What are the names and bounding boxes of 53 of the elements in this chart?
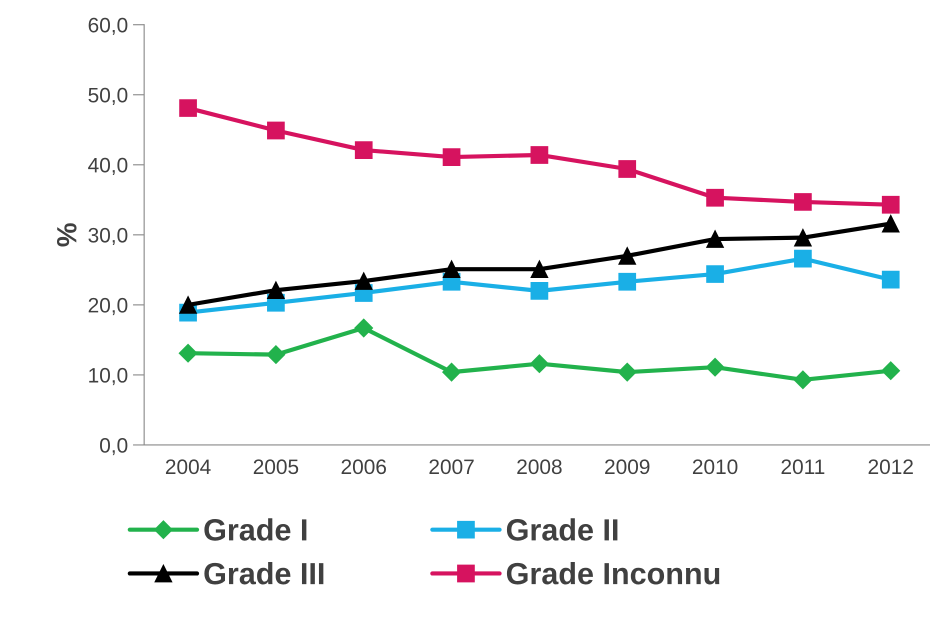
y-axis-title: % [56,223,77,246]
point [267,281,285,300]
x-tick-label: 2004 [166,459,211,474]
x-tick-label: 2010 [692,459,738,474]
y-tick-label: 50,0 [88,88,128,105]
legend-label: Grade I [204,518,306,541]
x-tick-label: 2012 [868,459,913,474]
point [179,296,197,314]
point [881,361,900,380]
point [618,362,637,382]
point [178,344,198,363]
y-tick-label: 10,0 [89,368,128,386]
point [794,250,812,268]
point [442,260,460,278]
point [618,160,636,178]
point [706,230,724,248]
point [266,345,286,364]
x-tick-label: 2009 [605,459,650,474]
point [794,193,812,211]
point [354,272,373,290]
point [618,272,636,291]
y-tick-label: 60,0 [88,18,128,35]
point [794,370,812,390]
legend-label: Grade III [204,562,324,584]
x-tick-label: 2008 [517,459,562,474]
point [706,265,724,283]
point [882,270,900,289]
x-tick-label: 2011 [782,459,824,474]
point [706,358,724,377]
point [354,141,373,159]
x-tick-label: 2006 [342,459,386,474]
point [267,122,285,140]
point [706,188,724,207]
legend-label: Grade Inconnu [506,562,720,584]
point [179,99,197,117]
point [530,354,549,374]
point [354,318,374,338]
point [618,247,636,265]
y-tick-label: 20,0 [88,298,128,316]
point [882,214,900,232]
x-tick-label: 2005 [254,459,298,474]
point [442,362,461,382]
y-tick-label: 30,0 [88,228,128,246]
point [442,148,460,166]
point [882,196,900,214]
x-tick-label: 2007 [429,459,474,474]
legend-label: Grade II [506,518,618,541]
point [530,282,548,300]
y-tick-label: 0,0 [100,438,128,456]
point [530,260,548,278]
point [530,146,548,164]
y-tick-label: 40,0 [88,158,128,176]
point [794,228,812,246]
